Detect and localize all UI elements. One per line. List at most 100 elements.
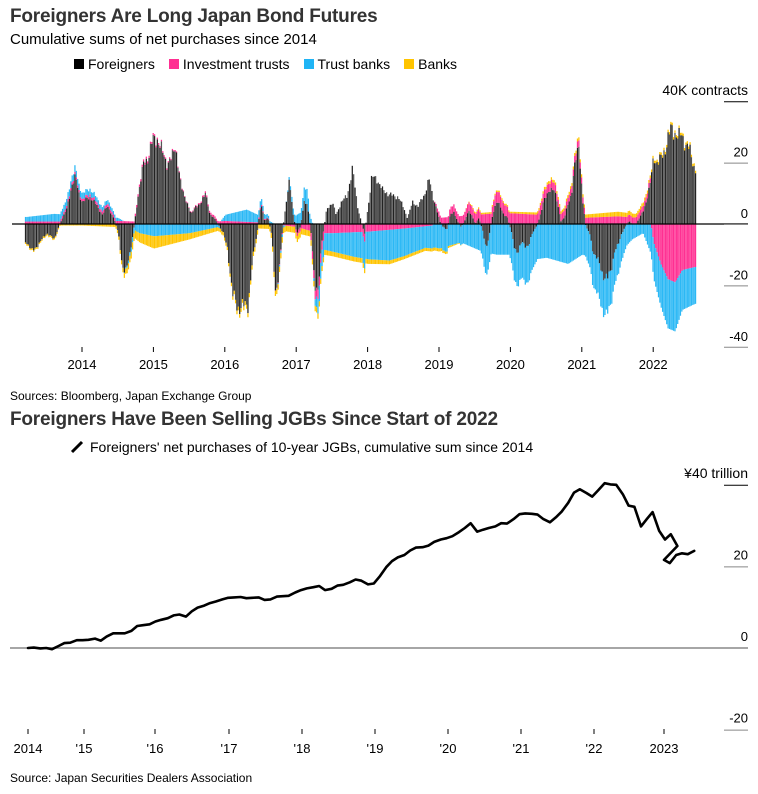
- bar-banks: [100, 224, 102, 227]
- bar-banks: [368, 259, 370, 264]
- bar-trust-banks: [438, 224, 440, 249]
- bar-banks: [369, 259, 371, 264]
- bar-investment-trusts: [181, 188, 183, 190]
- bar-investment-trusts: [553, 182, 555, 191]
- bar-banks: [449, 245, 451, 248]
- bar-investment-trusts: [292, 224, 294, 227]
- bar-foreigners: [681, 135, 683, 224]
- bar-foreigners: [619, 224, 621, 239]
- bar-trust-banks: [60, 211, 62, 219]
- bar-investment-trusts: [96, 202, 98, 205]
- bar-investment-trusts: [574, 155, 576, 163]
- bar-banks: [66, 224, 68, 226]
- bar-banks: [206, 229, 208, 235]
- bar-banks: [550, 177, 553, 180]
- bar-foreigners: [192, 211, 194, 224]
- bar-investment-trusts: [451, 206, 454, 214]
- bar-investment-trusts: [407, 224, 410, 229]
- y-tick-label: 20: [734, 547, 748, 562]
- bar-investment-trusts: [72, 180, 75, 184]
- bar-foreigners: [309, 222, 311, 224]
- bar-banks: [627, 211, 629, 216]
- bar-investment-trusts: [387, 224, 389, 230]
- bar-banks: [414, 251, 417, 255]
- bar-banks: [372, 259, 374, 264]
- bar-foreigners: [88, 199, 90, 224]
- bar-foreigners: [27, 224, 29, 245]
- bar-trust-banks: [236, 211, 238, 222]
- bar-investment-trusts: [357, 224, 359, 233]
- bar-banks: [133, 233, 135, 241]
- bar-investment-trusts: [576, 141, 579, 148]
- bar-trust-banks: [520, 243, 522, 279]
- bar-trust-banks: [528, 244, 531, 281]
- bar-investment-trusts: [372, 224, 374, 232]
- bar-banks: [272, 246, 274, 252]
- bar-banks: [576, 138, 579, 142]
- bar-trust-banks: [554, 224, 557, 261]
- bar-banks: [245, 304, 248, 309]
- bar-trust-banks: [490, 224, 492, 255]
- bar-banks: [659, 152, 661, 155]
- bar-banks: [375, 259, 377, 265]
- bar-foreigners: [376, 183, 378, 224]
- bar-investment-trusts: [495, 192, 498, 203]
- bar-investment-trusts: [607, 216, 609, 224]
- bar-foreigners: [320, 224, 322, 254]
- bar-trust-banks: [515, 249, 517, 282]
- bar-trust-banks: [637, 224, 639, 237]
- bar-trust-banks: [324, 233, 326, 250]
- bar-foreigners: [561, 219, 563, 224]
- bar-banks: [611, 212, 613, 217]
- bar-foreigners: [557, 207, 559, 224]
- bar-foreigners: [414, 205, 417, 224]
- bar-foreigners: [534, 224, 536, 229]
- bar-trust-banks: [583, 224, 585, 256]
- bar-banks: [365, 258, 367, 264]
- bar-foreigners: [488, 224, 491, 233]
- bar-foreigners: [682, 136, 684, 224]
- bar-banks: [483, 212, 485, 215]
- bar-investment-trusts: [623, 216, 625, 224]
- bar-trust-banks: [339, 232, 341, 254]
- bar-trust-banks: [90, 192, 93, 198]
- bar-investment-trusts: [210, 212, 212, 215]
- bar-banks: [472, 208, 474, 210]
- bar-foreigners: [527, 224, 529, 246]
- bar-trust-banks: [210, 224, 212, 229]
- bar-foreigners: [497, 202, 499, 224]
- bar-trust-banks: [342, 232, 344, 255]
- bar-trust-banks: [364, 241, 366, 269]
- bar-foreigners: [627, 222, 629, 224]
- bar-trust-banks: [523, 243, 525, 280]
- bar-trust-banks: [358, 232, 360, 258]
- bar-foreigners: [424, 194, 426, 224]
- bar-foreigners: [126, 224, 128, 266]
- bar-banks: [560, 211, 562, 214]
- bar-foreigners: [468, 211, 470, 224]
- bar-investment-trusts: [473, 212, 476, 223]
- bar-foreigners: [590, 224, 592, 241]
- bar-foreigners: [127, 224, 130, 261]
- bar-foreigners: [572, 175, 574, 224]
- bar-investment-trusts: [456, 211, 458, 219]
- bar-foreigners: [324, 222, 326, 224]
- bar-trust-banks: [406, 228, 408, 255]
- bar-trust-banks: [657, 256, 660, 298]
- bar-investment-trusts: [184, 196, 186, 197]
- bar-investment-trusts: [215, 218, 217, 222]
- bar-investment-trusts: [476, 211, 478, 221]
- bar-trust-banks: [252, 212, 255, 223]
- bar-investment-trusts: [322, 231, 325, 241]
- bar-investment-trusts: [556, 193, 558, 202]
- bar-banks: [405, 255, 407, 259]
- bar-investment-trusts: [82, 198, 84, 201]
- bar-trust-banks: [155, 224, 157, 237]
- bar-investment-trusts: [450, 206, 452, 214]
- bar-banks: [354, 257, 356, 262]
- bar-banks: [453, 244, 455, 246]
- bar-investment-trusts: [554, 185, 557, 193]
- bar-investment-trusts: [228, 221, 230, 224]
- bar-investment-trusts: [193, 207, 196, 209]
- bar-banks: [278, 266, 281, 273]
